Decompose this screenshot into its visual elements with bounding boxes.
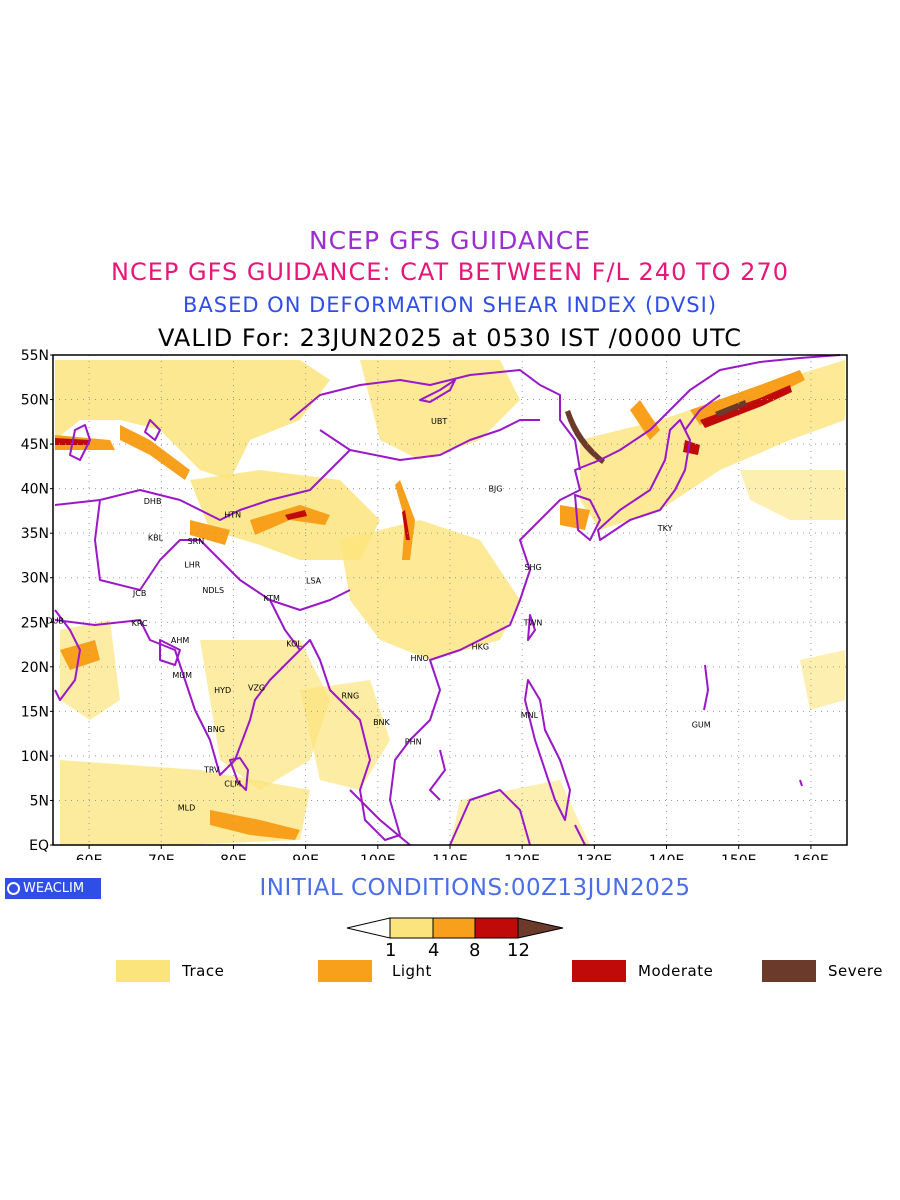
lon-tick-label: 70E: [148, 853, 175, 860]
cat-map: UBT BJG TKY SHG TWN HKG HNO MNL GUM PHN BNK RNG KOL L…: [21, 348, 848, 860]
station-label-kbl: KBL: [148, 534, 164, 543]
legend-light: Light: [318, 960, 432, 982]
lat-tick-label: 5N: [30, 793, 49, 809]
lon-tick-label: 140E: [649, 853, 685, 860]
station-label-mld: MLD: [178, 804, 196, 813]
chart-title: NCEP GFS GUIDANCE: [308, 226, 591, 255]
turbulence-shading: [55, 360, 845, 845]
legend-swatch-trace: [116, 960, 170, 982]
colorbar-tick-1: 1: [385, 940, 397, 961]
legend-trace: Trace: [116, 960, 224, 982]
lon-tick-label: 150E: [721, 853, 757, 860]
chart-subtitle-dvsi: BASED ON DEFORMATION SHEAR INDEX (DVSI): [182, 293, 718, 317]
colorbar-bin-light: [432, 917, 476, 939]
colorbar-bin-moderate: [474, 917, 519, 939]
station-label-rng: RNG: [342, 691, 360, 700]
colorbar-lower-arrow: [346, 917, 391, 939]
lat-tick-label: 30N: [21, 571, 49, 587]
lat-tick-label: 50N: [21, 393, 49, 409]
logo-text: WEACLIM: [23, 881, 85, 896]
initial-conditions: INITIAL CONDITIONS:00Z13JUN2025: [259, 875, 691, 901]
legend-swatch-severe: [762, 960, 816, 982]
station-label-lhr: LHR: [184, 560, 200, 569]
lon-tick-label: 80E: [220, 853, 247, 860]
station-label-srn: SRN: [188, 537, 205, 546]
station-label-ubt: UBT: [431, 417, 447, 426]
lon-tick-label: 110E: [432, 853, 468, 860]
station-label-bnk: BNK: [373, 718, 390, 727]
legend-swatch-moderate: [572, 960, 626, 982]
colorbar: [346, 917, 564, 939]
lat-tick-label: 35N: [21, 526, 49, 542]
lat-tick-label: EQ: [29, 838, 49, 854]
station-label-lsa: LSA: [306, 576, 322, 585]
lon-tick-label: 90E: [292, 853, 319, 860]
lat-tick-label: 10N: [21, 749, 49, 765]
station-label-mnl: MNL: [521, 711, 539, 720]
station-label-hkg: HKG: [472, 642, 489, 651]
valid-time: VALID For: 23JUN2025 at 0530 IST /0000 U…: [158, 324, 742, 352]
lat-tick-label: 20N: [21, 660, 49, 676]
weaclim-logo: WEACLIM: [5, 878, 101, 899]
lon-tick-label: 100E: [360, 853, 396, 860]
colorbar-tick-4: 4: [428, 940, 440, 961]
chart-subtitle-cat: NCEP GFS GUIDANCE: CAT BETWEEN F/L 240 T…: [111, 258, 789, 286]
station-label-phn: PHN: [405, 738, 422, 747]
lat-lon-grid: [53, 355, 847, 845]
lon-tick-label: 60E: [76, 853, 103, 860]
station-label-ktm: KTM: [263, 594, 280, 603]
station-label-htn: HTN: [224, 510, 241, 519]
lat-tick-label: 25N: [21, 615, 49, 631]
logo-ring-icon: [7, 882, 20, 895]
station-label-vzg: VZG: [248, 683, 265, 692]
station-label-krc: KRC: [132, 619, 148, 628]
lat-tick-label: 40N: [21, 482, 49, 498]
lon-tick-label: 120E: [504, 853, 540, 860]
colorbar-tick-8: 8: [469, 940, 481, 961]
colorbar-upper-arrow: [517, 917, 564, 939]
station-labels: UBT BJG TKY SHG TWN HKG HNO MNL GUM PHN BNK RNG KOL L…: [46, 417, 710, 813]
station-label-bjg: BJG: [488, 485, 502, 494]
station-label-clm: CLM: [224, 780, 241, 789]
station-label-ndls: NDLS: [202, 586, 224, 595]
station-label-hyd: HYD: [214, 686, 231, 695]
station-label-bng: BNG: [207, 725, 225, 734]
station-label-ahm: AHM: [171, 636, 189, 645]
lat-tick-label: 15N: [21, 704, 49, 720]
colorbar-bin-trace: [389, 917, 434, 939]
colorbar-tick-12: 12: [507, 940, 530, 961]
axis-labels: 55N 50N 45N 40N 35N 30N 25N 20N 15N 10N 5N EQ 60E 70E…: [21, 348, 829, 860]
station-label-jcb: JCB: [132, 589, 146, 598]
coastlines: [54, 354, 841, 846]
station-label-shg: SHG: [524, 563, 541, 572]
station-label-mum: MUM: [172, 671, 192, 680]
station-label-gum: GUM: [692, 721, 711, 730]
legend-label-trace: Trace: [182, 962, 225, 980]
legend-label-severe: Severe: [828, 962, 883, 980]
legend-moderate: Moderate: [572, 960, 713, 982]
legend-label-light: Light: [392, 962, 432, 980]
lon-tick-label: 130E: [577, 853, 613, 860]
station-label-twn: TWN: [523, 618, 543, 627]
lat-tick-label: 45N: [21, 437, 49, 453]
legend-label-moderate: Moderate: [638, 962, 714, 980]
station-label-trv: TRV: [203, 765, 220, 774]
legend-swatch-light: [318, 960, 372, 982]
station-label-dub: DUB: [46, 616, 64, 625]
station-label-dhb: DHB: [144, 497, 162, 506]
lon-tick-label: 160E: [793, 853, 829, 860]
station-label-kol: KOL: [286, 640, 302, 649]
legend-severe: Severe: [762, 960, 883, 982]
lat-tick-label: 55N: [21, 348, 49, 364]
station-label-tky: TKY: [657, 524, 673, 533]
station-label-hno: HNO: [411, 654, 429, 663]
